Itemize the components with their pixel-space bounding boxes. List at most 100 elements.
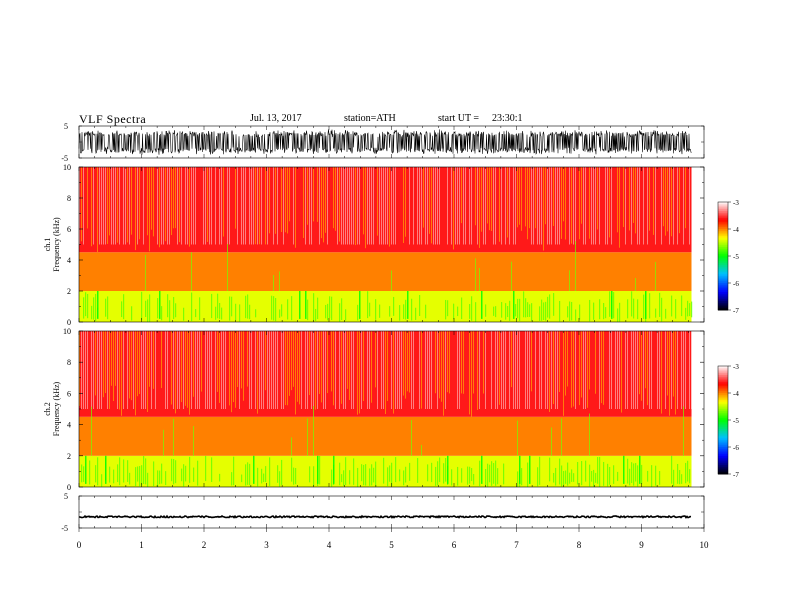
colorbar-swatch <box>718 367 728 371</box>
y-tick-label: 8 <box>67 358 71 367</box>
colorbar-swatch <box>718 405 728 408</box>
colorbar-tick-label: -3 <box>733 363 739 371</box>
colorbar-swatch <box>718 452 728 455</box>
colorbar-swatch <box>718 375 728 378</box>
colorbar-swatch <box>718 463 728 466</box>
colorbar-swatch <box>718 274 728 277</box>
colorbar-swatch <box>718 265 728 268</box>
colorbar-swatch <box>718 234 728 237</box>
colorbar-swatch <box>718 236 728 239</box>
colorbar-swatch <box>718 288 728 291</box>
colorbar-swatch <box>718 270 728 273</box>
colorbar-swatch <box>718 230 728 234</box>
colorbar-swatch <box>718 403 728 407</box>
date-label: Jul. 13, 2017 <box>250 113 302 124</box>
colorbar-swatch <box>718 380 728 383</box>
colorbar-swatch <box>718 223 728 226</box>
colorbar-swatch <box>718 239 728 243</box>
colorbar-swatch <box>718 216 728 219</box>
y-tick-label: -5 <box>61 154 68 163</box>
y-tick-label: 10 <box>63 327 71 336</box>
colorbar-swatch <box>718 382 728 385</box>
colorbar-swatch <box>718 393 728 396</box>
colorbar-swatch <box>718 301 728 304</box>
colorbar-swatch <box>718 250 728 253</box>
colorbar-swatch <box>718 275 728 279</box>
colorbar-swatch <box>718 434 728 437</box>
colorbar-swatch <box>718 283 728 286</box>
colorbar-swatch <box>718 256 728 259</box>
colorbar-swatch <box>718 221 728 225</box>
colorbar-swatch <box>718 429 728 432</box>
colorbar-swatch <box>718 218 728 221</box>
x-tick-label: 7 <box>514 540 519 550</box>
colorbar-swatch <box>718 457 728 461</box>
colorbar-swatch <box>718 295 728 298</box>
colorbar-swatch <box>718 373 728 376</box>
colorbar-swatch <box>718 445 728 448</box>
y-tick-label: 2 <box>67 287 71 296</box>
y-tick-label: 5 <box>64 122 68 131</box>
y-tick-label: 4 <box>67 421 71 430</box>
colorbar-swatch <box>718 272 728 275</box>
colorbar-swatch <box>718 207 728 210</box>
x-ticks <box>78 331 705 487</box>
colorbar-swatch <box>718 427 728 430</box>
colorbar-swatch <box>718 302 728 306</box>
ch1-waveform: 5 -5 <box>61 122 705 163</box>
x-tick-label: 3 <box>264 540 269 550</box>
x-ticks <box>78 126 705 158</box>
colorbar-tick-label: -4 <box>733 390 739 398</box>
colorbar-swatch <box>718 252 728 255</box>
colorbar-tick-label: -4 <box>733 226 739 234</box>
colorbar-swatch <box>718 281 728 284</box>
colorbar-swatch <box>718 425 728 428</box>
colorbar-swatch <box>718 416 728 419</box>
spectrogram-texture <box>79 167 693 322</box>
colorbar-swatch <box>718 472 728 475</box>
colorbar-swatch <box>718 284 728 288</box>
colorbar-swatch <box>718 266 728 270</box>
colorbar-swatch <box>718 243 728 246</box>
colorbar-swatch <box>718 371 728 374</box>
y-axis-label-channel: ch.1 <box>43 238 52 252</box>
colorbar-swatch <box>718 407 728 410</box>
colorbar-swatch <box>718 254 728 257</box>
y-tick-label: 2 <box>67 452 71 461</box>
colorbar-tick-label: -6 <box>733 280 739 288</box>
colorbar-swatch <box>718 238 728 241</box>
plot-frame <box>78 495 705 529</box>
colorbar-swatch <box>718 385 728 389</box>
spectrogram-band <box>79 252 692 291</box>
x-tick-label: 6 <box>452 540 457 550</box>
colorbar-swatch <box>718 209 728 212</box>
colorbar-swatch <box>718 225 728 228</box>
colorbar-swatch <box>718 268 728 271</box>
colorbar-swatch <box>718 366 728 369</box>
spectrogram-texture <box>79 331 692 487</box>
start-ut-value: 23:30:1 <box>492 113 523 124</box>
colorbar: -3 -4 -5 -6 -7 <box>717 199 739 315</box>
colorbar-swatch <box>718 461 728 464</box>
colorbar-swatch <box>718 436 728 439</box>
colorbar-swatch <box>718 212 728 216</box>
colorbar-swatch <box>718 245 728 248</box>
y-tick-label: 6 <box>67 225 71 234</box>
colorbar-swatch <box>718 290 728 293</box>
colorbar-swatch <box>718 391 728 394</box>
ch2-spectrogram: 0 2 4 6 8 10 ch.2 Frequency (kHz) -3 -4 -5 -6 -7 <box>43 327 739 492</box>
colorbar-swatch <box>718 443 728 446</box>
x-tick-label: 10 <box>700 540 710 550</box>
colorbar-swatch <box>718 456 728 459</box>
colorbar-swatch <box>718 448 728 452</box>
colorbar-swatch <box>718 411 728 414</box>
colorbar-swatch <box>718 441 728 444</box>
colorbar-swatch <box>718 232 728 235</box>
y-axis-label-channel: ch.2 <box>43 402 52 416</box>
y-tick-label: 10 <box>63 163 71 172</box>
y-tick-label: 4 <box>67 256 71 265</box>
colorbar-swatch <box>718 466 728 470</box>
colorbar-swatch <box>718 409 728 412</box>
colorbar-swatch <box>718 229 728 232</box>
